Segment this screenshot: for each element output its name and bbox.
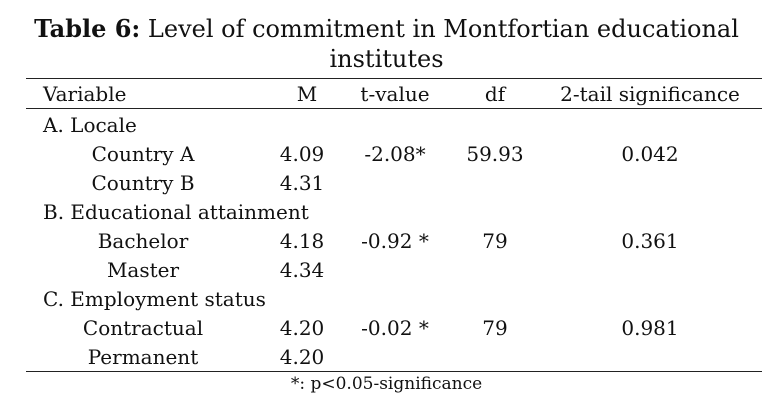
table-bottom-rule bbox=[26, 371, 762, 372]
row-m: 4.20 bbox=[279, 345, 325, 369]
table-footnote: *: p<0.05-significance bbox=[290, 374, 483, 394]
row-t-value: -2.08* bbox=[364, 142, 426, 166]
header-variable: Variable bbox=[43, 82, 127, 106]
row-m: 4.31 bbox=[279, 171, 325, 195]
row-name: Permanent bbox=[87, 345, 199, 369]
row-name: Country A bbox=[91, 142, 195, 166]
row-m: 4.20 bbox=[279, 316, 325, 340]
row-significance: 0.981 bbox=[621, 316, 679, 340]
group-label-education: B. Educational attainment bbox=[43, 200, 309, 224]
group-label-locale: A. Locale bbox=[43, 113, 137, 137]
header-t-value: t-value bbox=[360, 82, 430, 106]
row-name: Master bbox=[106, 258, 180, 282]
table-top-rule bbox=[26, 78, 762, 79]
table-title-line2: institutes bbox=[329, 45, 444, 73]
row-significance: 0.361 bbox=[621, 229, 679, 253]
row-name: Contractual bbox=[82, 316, 204, 340]
row-name: Country B bbox=[91, 171, 195, 195]
group-label-employment: C. Employment status bbox=[43, 287, 266, 311]
row-m: 4.34 bbox=[279, 258, 325, 282]
row-m: 4.18 bbox=[279, 229, 325, 253]
row-df: 79 bbox=[482, 229, 508, 253]
table-title-text: Level of commitment in Montfortian educa… bbox=[140, 15, 739, 43]
header-rule bbox=[26, 108, 762, 109]
header-significance: 2-tail significance bbox=[560, 82, 740, 106]
row-df: 59.93 bbox=[466, 142, 524, 166]
table-title-line1: Table 6: Level of commitment in Montfort… bbox=[0, 14, 773, 44]
row-significance: 0.042 bbox=[621, 142, 679, 166]
header-df: df bbox=[484, 82, 506, 106]
row-t-value: -0.92 * bbox=[361, 229, 429, 253]
table-title-label: Table 6: bbox=[34, 14, 141, 43]
row-name: Bachelor bbox=[97, 229, 189, 253]
row-t-value: -0.02 * bbox=[361, 316, 429, 340]
row-df: 79 bbox=[482, 316, 508, 340]
row-m: 4.09 bbox=[279, 142, 325, 166]
header-m: M bbox=[296, 82, 318, 106]
